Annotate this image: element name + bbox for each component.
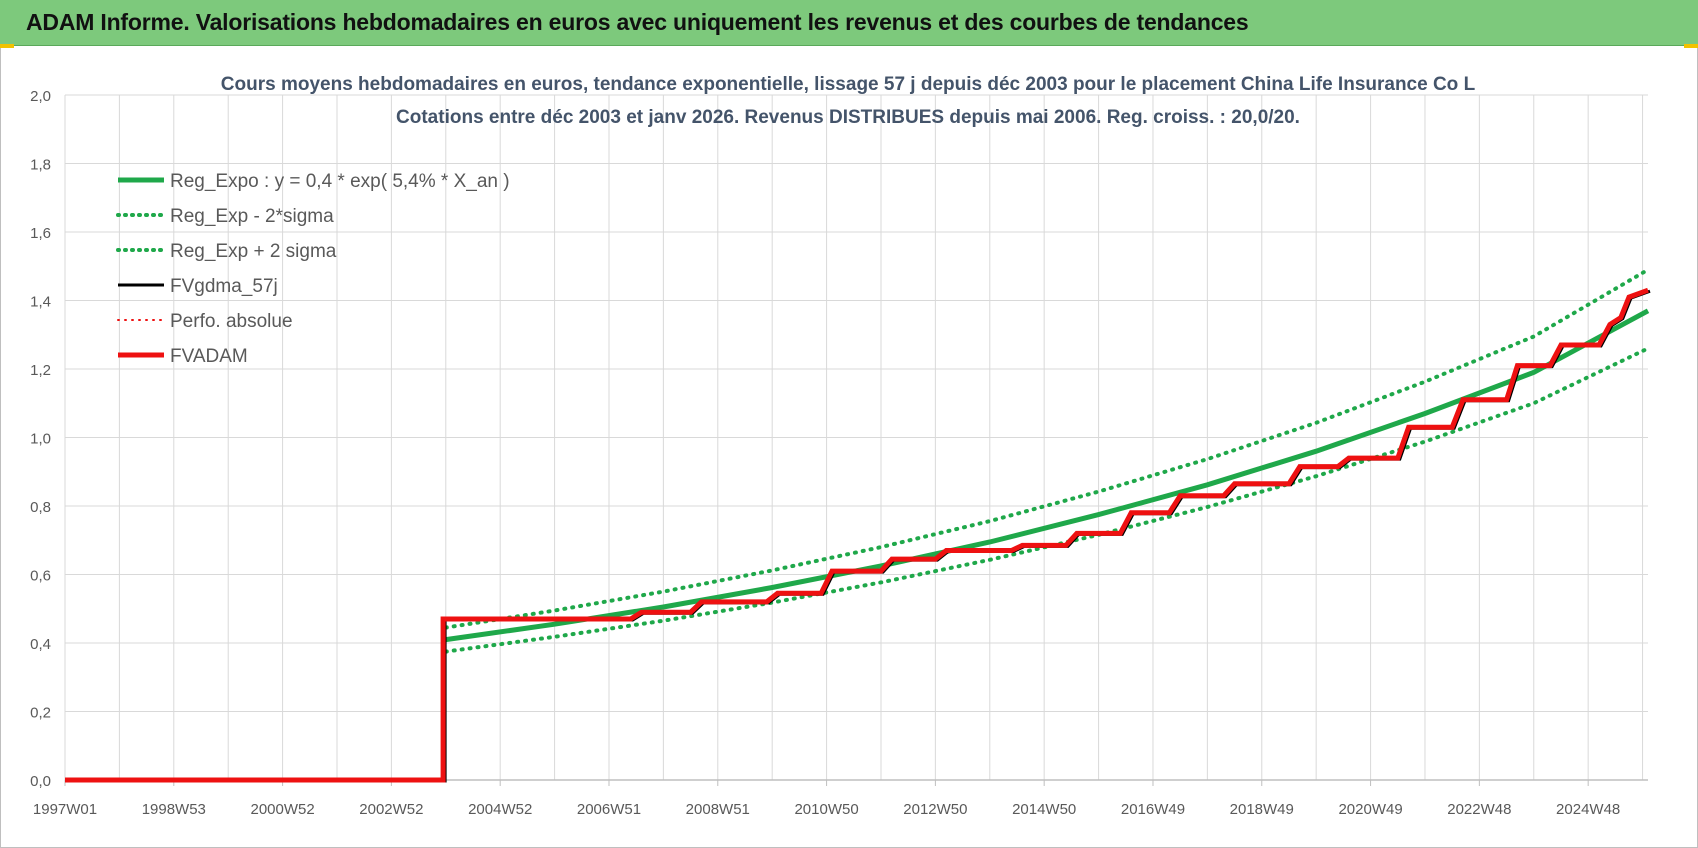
chart-title-line-1: Cours moyens hebdomadaires en euros, ten… xyxy=(221,74,1476,95)
y-tick-label: 0,8 xyxy=(30,499,51,516)
axes-layer: 0,0 0,2 0,4 0,6 0,8 1,0 1,2 1,4 1,6 1,8 2,0 1997W01… xyxy=(30,88,1648,818)
y-tick-label: 1,6 xyxy=(30,225,51,242)
x-tick-label: 2010W50 xyxy=(794,801,858,818)
chart-title-line-2: Cotations entre déc 2003 et janv 2026. R… xyxy=(396,107,1300,128)
x-tick-label: 2002W52 xyxy=(359,801,423,818)
y-tick-label: 0,6 xyxy=(30,568,51,585)
y-tick-label: 0,0 xyxy=(30,773,51,790)
y-tick-label: 2,0 xyxy=(30,88,51,105)
x-tick-label: 2014W50 xyxy=(1012,801,1076,818)
y-tick-label: 0,4 xyxy=(30,636,51,653)
legend: Reg_Expo : y = 0,4 * exp( 5,4% * X_an ) R… xyxy=(116,171,510,367)
y-tick-label: 1,2 xyxy=(30,362,51,379)
y-tick-label: 1,4 xyxy=(30,294,51,311)
corner-marker xyxy=(0,44,14,48)
y-tick-label: 1,0 xyxy=(30,431,51,448)
series-line-band xyxy=(443,346,1650,654)
legend-label: FVgdma_57j xyxy=(170,276,278,297)
legend-label: Reg_Expo : y = 0,4 * exp( 5,4% * X_an ) xyxy=(170,171,510,192)
x-tick-label: 2008W51 xyxy=(686,801,750,818)
x-tick-label: 2000W52 xyxy=(250,801,314,818)
legend-label: Reg_Exp - 2*sigma xyxy=(170,206,334,227)
x-tick-label: 1997W01 xyxy=(33,801,97,818)
x-tick-label: 2020W49 xyxy=(1338,801,1402,818)
series-line-trend xyxy=(445,308,1650,643)
y-tick-label: 1,8 xyxy=(30,157,51,174)
page-title: ADAM Informe. Valorisations hebdomadaire… xyxy=(26,9,1249,35)
x-tick-label: 2016W49 xyxy=(1121,801,1185,818)
legend-label: FVADAM xyxy=(170,346,248,367)
x-tick-label: 2022W48 xyxy=(1447,801,1511,818)
x-tick-label: 2012W50 xyxy=(903,801,967,818)
x-tick-label: 1998W53 xyxy=(142,801,206,818)
x-tick-label: 2004W52 xyxy=(468,801,532,818)
legend-label: Reg_Exp + 2 sigma xyxy=(170,241,337,262)
x-tick-label: 2006W51 xyxy=(577,801,641,818)
legend-label: Perfo. absolue xyxy=(170,311,293,332)
corner-marker xyxy=(1684,44,1698,48)
title-banner: ADAM Informe. Valorisations hebdomadaire… xyxy=(0,0,1698,46)
y-tick-label: 0,2 xyxy=(30,705,51,722)
x-tick-label: 2024W48 xyxy=(1556,801,1620,818)
x-tick-label: 2018W49 xyxy=(1230,801,1294,818)
grid-layer xyxy=(64,94,1648,781)
series-line-band xyxy=(443,267,1650,630)
chart-titles: Cours moyens hebdomadaires en euros, ten… xyxy=(221,74,1476,128)
series-line-fvadam xyxy=(65,287,1649,783)
series-line-fvgdma xyxy=(67,289,1651,783)
series-layer xyxy=(65,267,1651,783)
